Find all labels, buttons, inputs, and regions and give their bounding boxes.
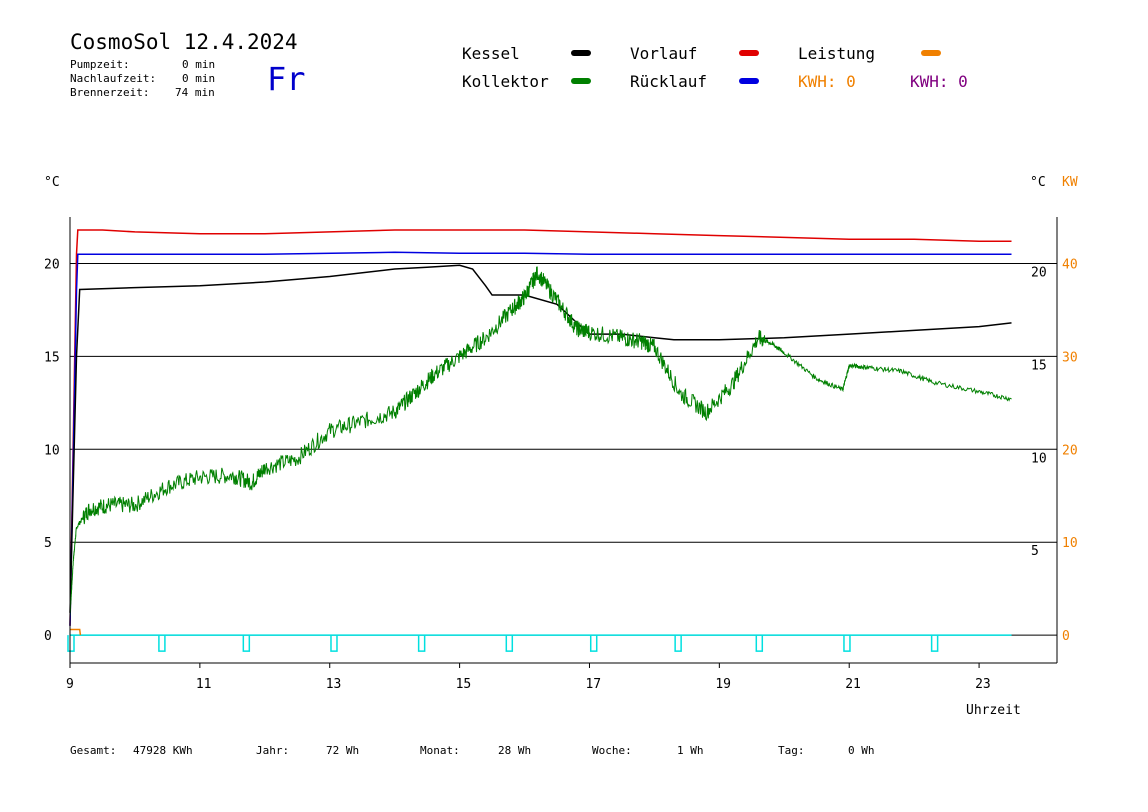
stat-value-pumpzeit: 0 min bbox=[182, 58, 216, 71]
legend-kessel-label: Kessel bbox=[462, 44, 520, 63]
y-right-tick-15: 15 bbox=[1031, 358, 1047, 373]
legend-kessel-swatch bbox=[571, 50, 591, 56]
footer-monat-label: Monat: bbox=[420, 744, 460, 757]
stat-value-nachlaufzeit: 0 min bbox=[182, 72, 216, 85]
y-power-tick-0: 0 bbox=[1062, 629, 1070, 644]
y-left-tick-10: 10 bbox=[44, 443, 60, 458]
legend-kollektor-label: Kollektor bbox=[462, 72, 549, 91]
weekday-label: Fr bbox=[267, 60, 306, 98]
pump-pulse-8 bbox=[755, 635, 764, 652]
legend-ruecklauf-swatch bbox=[739, 78, 759, 84]
y-power-tick-10: 10 bbox=[1062, 536, 1078, 551]
x-axis-label: Uhrzeit bbox=[966, 703, 1021, 718]
tick-labels: 9 11 13 15 17 19 21 23 0 5 10 15 20 5 10 15 20 0 10 20 30 40 bbox=[44, 257, 1078, 692]
legend-leistung-label: Leistung bbox=[798, 44, 876, 63]
pump-pulse-0 bbox=[67, 635, 75, 652]
footer-gesamt-value: 47928 KWh bbox=[133, 744, 193, 757]
legend-kwh-leistung: KWH: 0 bbox=[798, 72, 856, 91]
x-tick-13: 13 bbox=[326, 677, 342, 692]
y-right-tick-5: 5 bbox=[1031, 544, 1039, 559]
series-line-leistung bbox=[70, 628, 82, 636]
pump-pulse-10 bbox=[930, 635, 939, 652]
y-left-unit: °C bbox=[44, 175, 60, 190]
x-tick-11: 11 bbox=[196, 677, 212, 692]
series-line-kessel bbox=[69, 264, 1012, 613]
legend-kollektor-swatch bbox=[571, 78, 591, 84]
y-left-tick-0: 0 bbox=[44, 629, 52, 644]
x-tick-9: 9 bbox=[66, 677, 74, 692]
series-lines bbox=[69, 229, 1012, 636]
legend-kwh-total: KWH: 0 bbox=[910, 72, 968, 91]
x-tick-21: 21 bbox=[845, 677, 861, 692]
legend-vorlauf-label: Vorlauf bbox=[630, 44, 698, 63]
y-power-tick-40: 40 bbox=[1062, 257, 1078, 272]
stat-label-brennerzeit: Brennerzeit: bbox=[70, 86, 150, 99]
grid-lines bbox=[70, 262, 1057, 636]
pump-pulse-7 bbox=[674, 635, 682, 652]
stat-label-pumpzeit: Pumpzeit: bbox=[70, 58, 130, 71]
footer-monat-value: 28 Wh bbox=[498, 744, 532, 757]
y-left-tick-5: 5 bbox=[44, 536, 52, 551]
x-tick-19: 19 bbox=[715, 677, 731, 692]
y-right-tick-10: 10 bbox=[1031, 451, 1047, 466]
y-left-tick-20: 20 bbox=[44, 257, 60, 272]
series-line-vorlauf bbox=[69, 229, 1012, 626]
footer-tag-value: 0 Wh bbox=[848, 744, 875, 757]
pump-pulse-3 bbox=[330, 635, 338, 652]
pump-pulse-4 bbox=[417, 635, 426, 652]
y-power-unit: KW bbox=[1062, 175, 1078, 190]
stat-label-nachlaufzeit: Nachlaufzeit: bbox=[70, 72, 157, 85]
pump-pulse-9 bbox=[843, 635, 851, 652]
axes bbox=[69, 217, 1058, 664]
chart-title: CosmoSol 12.4.2024 bbox=[70, 30, 298, 54]
series-line-ruecklauf bbox=[69, 251, 1012, 626]
footer-tag-label: Tag: bbox=[778, 744, 805, 757]
pump-pulse-5 bbox=[505, 635, 514, 652]
pump-pulses bbox=[67, 634, 1012, 652]
x-tick-23: 23 bbox=[975, 677, 991, 692]
y-power-tick-30: 30 bbox=[1062, 350, 1078, 365]
y-left-tick-15: 15 bbox=[44, 350, 60, 365]
footer-woche-value: 1 Wh bbox=[677, 744, 704, 757]
x-tick-15: 15 bbox=[456, 677, 472, 692]
legend-ruecklauf-label: Rücklauf bbox=[630, 72, 708, 91]
legend-leistung-swatch bbox=[921, 50, 941, 56]
footer-jahr-value: 72 Wh bbox=[326, 744, 360, 757]
legend-vorlauf-swatch bbox=[739, 50, 759, 56]
footer-jahr-label: Jahr: bbox=[256, 744, 290, 757]
pump-pulse-1 bbox=[158, 635, 166, 652]
series-line-kollektor bbox=[69, 266, 1012, 617]
y-right-tick-20: 20 bbox=[1031, 265, 1047, 280]
x-tick-17: 17 bbox=[585, 677, 601, 692]
pump-pulse-2 bbox=[242, 635, 251, 652]
y-right-unit: °C bbox=[1030, 175, 1046, 190]
stat-value-brennerzeit: 74 min bbox=[175, 86, 215, 99]
footer-gesamt-label: Gesamt: bbox=[70, 744, 117, 757]
pump-pulse-6 bbox=[589, 635, 598, 652]
y-power-tick-20: 20 bbox=[1062, 443, 1078, 458]
footer-woche-label: Woche: bbox=[592, 744, 632, 757]
